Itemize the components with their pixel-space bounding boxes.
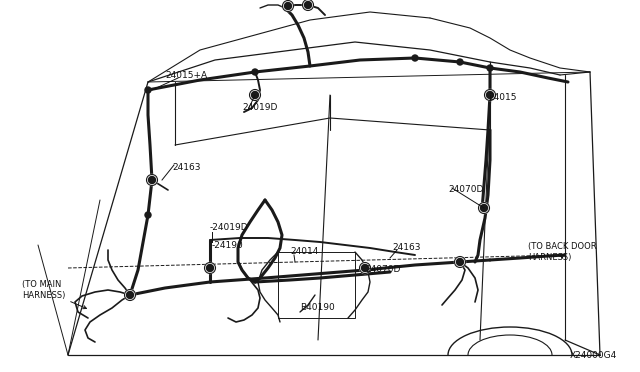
- Circle shape: [125, 289, 136, 301]
- Text: 24015+A: 24015+A: [165, 71, 207, 80]
- Circle shape: [362, 264, 369, 272]
- Circle shape: [479, 202, 490, 214]
- Text: 24019D: 24019D: [242, 103, 277, 112]
- Text: 24163: 24163: [392, 244, 420, 253]
- Text: B40190: B40190: [300, 304, 335, 312]
- Circle shape: [285, 3, 291, 10]
- Circle shape: [145, 87, 151, 93]
- Circle shape: [145, 212, 151, 218]
- Text: 24015: 24015: [488, 93, 516, 103]
- Text: -24019D: -24019D: [210, 224, 248, 232]
- Circle shape: [484, 90, 495, 100]
- Circle shape: [148, 176, 156, 183]
- Circle shape: [147, 174, 157, 186]
- Circle shape: [487, 65, 493, 71]
- Text: (TO MAIN
HARNESS): (TO MAIN HARNESS): [22, 280, 86, 309]
- Circle shape: [252, 69, 258, 75]
- Text: 24070D: 24070D: [365, 266, 401, 275]
- Circle shape: [252, 92, 259, 99]
- Text: 24163: 24163: [172, 164, 200, 173]
- Circle shape: [360, 263, 371, 273]
- Circle shape: [207, 264, 214, 272]
- Circle shape: [486, 92, 493, 99]
- Text: 24070D: 24070D: [448, 186, 483, 195]
- Circle shape: [457, 59, 463, 65]
- Circle shape: [303, 0, 314, 10]
- Text: X24000G4: X24000G4: [570, 350, 617, 359]
- Circle shape: [412, 55, 418, 61]
- Bar: [278, 252, 355, 318]
- Text: -24190: -24190: [212, 241, 244, 250]
- Text: (TO BACK DOOR
HARNESS): (TO BACK DOOR HARNESS): [528, 242, 596, 262]
- Circle shape: [481, 205, 488, 212]
- Circle shape: [282, 0, 294, 12]
- Text: 24014: 24014: [290, 247, 318, 257]
- Circle shape: [454, 257, 465, 267]
- Circle shape: [127, 292, 134, 298]
- Circle shape: [250, 90, 260, 100]
- Circle shape: [456, 259, 463, 266]
- Circle shape: [305, 1, 312, 9]
- Circle shape: [205, 263, 216, 273]
